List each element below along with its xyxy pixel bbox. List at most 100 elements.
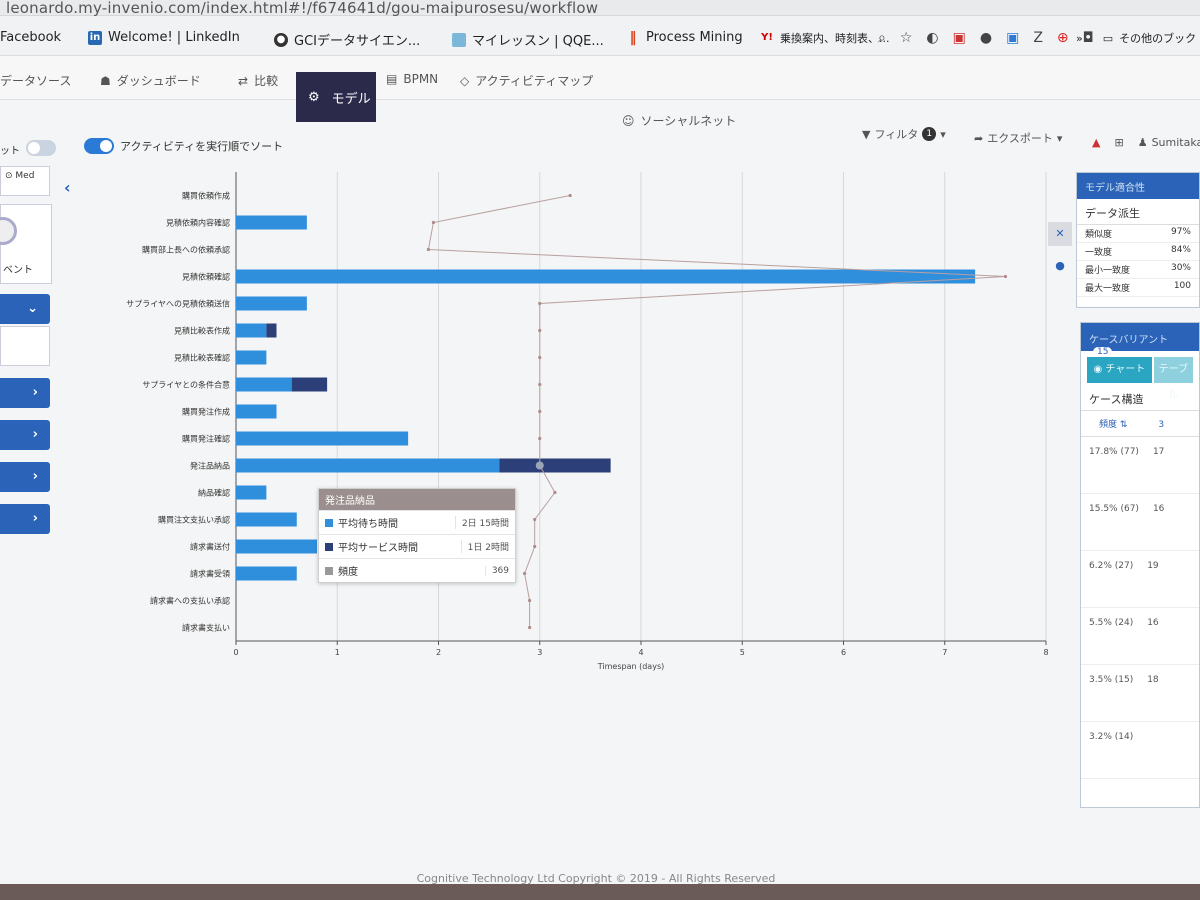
grid-icon: ⊞ (1114, 136, 1124, 149)
nav-social[interactable]: ☺ ソーシャルネット (622, 112, 736, 129)
variant-frequency: 15.5% (67) (1089, 504, 1139, 514)
variant-other: 19 (1147, 561, 1159, 571)
col-other[interactable]: 3 (1158, 420, 1165, 430)
extension-icon[interactable]: ▣ (1006, 30, 1020, 46)
case-variant-row[interactable]: 5.5% (24) 16 (1081, 608, 1199, 665)
metric-value: 84% (1170, 245, 1191, 255)
bookmark-gci[interactable]: ● GCIデータサイエン... (274, 30, 420, 49)
bar-segment (236, 323, 267, 338)
bookmark-transit[interactable]: Y! 乗換案内、時刻表、... (760, 30, 889, 46)
nav-dashboard[interactable]: ☗ ダッシュボード (100, 72, 201, 89)
x-tick-label: 0 (233, 648, 238, 657)
bookmark-lessons[interactable]: マイレッスン | QQE... (452, 30, 604, 49)
user-menu[interactable]: ▲ ⊞ ♟ Sumitaka (1092, 136, 1200, 149)
case-variant-row[interactable]: 17.8% (77) 17 (1081, 437, 1199, 494)
model-fit-row: 類似度 97% (1077, 225, 1199, 243)
tab-label: チャート (1105, 364, 1146, 375)
export-label: エクスポート (987, 132, 1053, 145)
panel-button[interactable]: › (0, 378, 50, 408)
search-icon[interactable]: ⌕ (878, 30, 886, 46)
x-tick-label: 2 (436, 648, 441, 657)
nav-model[interactable]: ⚙ モデル (296, 72, 376, 122)
chart-icon: ◉ (1093, 364, 1106, 375)
case-variant-row[interactable]: 3.5% (15) 18 (1081, 665, 1199, 722)
user-icon: ♟ (1137, 136, 1148, 149)
filter-button[interactable]: ▼ フィルタ 1 ▾ (862, 126, 946, 142)
bar-segment (236, 458, 500, 473)
extension-icons: ⌕ ☆ ◐ ▣ ● ▣ Z ⊕ ◘ (878, 30, 1094, 46)
y-category-label: 購買発注確認 (182, 434, 230, 444)
left-toggle-label: ット (0, 146, 20, 157)
pinterest-icon[interactable]: ⊕ (1056, 30, 1069, 46)
panel-button[interactable]: › (0, 504, 50, 534)
panel-button[interactable]: › (0, 462, 50, 492)
frequency-point (538, 328, 542, 333)
y-category-label: 購買部上長への依頼承認 (142, 245, 230, 255)
half-moon-icon[interactable]: ◐ (926, 30, 939, 46)
y-category-label: 購買発注作成 (182, 407, 230, 417)
export-button[interactable]: ➦ エクスポート ▾ (974, 130, 1062, 146)
other-bookmarks[interactable]: » ▭ その他のブック (1076, 30, 1196, 46)
y-category-label: 請求書受領 (190, 569, 230, 579)
left-sidebar: ット ⊙ Med ベント ⌄ › › › › (0, 130, 56, 550)
nav-bpmn[interactable]: ▤ BPMN (386, 72, 438, 86)
left-toggle-switch[interactable] (26, 140, 56, 156)
bar-segment (236, 485, 267, 500)
footer: Cognitive Technology Ltd Copyright © 201… (0, 872, 1200, 885)
bookmark-icon (452, 32, 466, 47)
panel-button[interactable]: › (0, 420, 50, 450)
extension-icon[interactable]: ▣ (952, 30, 966, 46)
social-icon: ☺ (622, 113, 635, 128)
chart-tooltip: 発注品納品 平均待ち時間 2日 15時間 平均サービス時間 1日 2時間 頻度 … (318, 488, 516, 583)
filter-count-badge: 1 (922, 127, 937, 141)
url-text[interactable]: leonardo.my-invenio.com/index.html#!/f67… (6, 0, 599, 17)
frequency-point (538, 409, 542, 414)
model-fit-row: 一致度 84% (1077, 243, 1199, 261)
linkedin-icon: in (88, 30, 102, 45)
variant-frequency: 5.5% (24) (1089, 618, 1134, 628)
model-fit-title: モデル適合性 (1077, 173, 1199, 199)
eye-icon[interactable]: ● (1055, 259, 1065, 272)
expand-panel-button[interactable]: ⌄ (0, 294, 50, 324)
tab-chart[interactable]: ◉ チャート (1087, 357, 1152, 383)
user-label: Sumitaka (1151, 136, 1200, 149)
sort-icon[interactable]: ⇅ (1119, 420, 1128, 430)
window-icon[interactable]: ◘ (1082, 30, 1094, 46)
tab-table[interactable]: テーブル (1153, 357, 1193, 401)
y-category-label: 見積比較表確認 (174, 353, 230, 363)
collapse-sidebar-icon[interactable]: ‹ (64, 178, 71, 197)
legend-swatch (325, 518, 333, 527)
median-select[interactable]: ⊙ Med (0, 166, 50, 196)
z-icon[interactable]: Z (1033, 30, 1043, 46)
shuffle-icon[interactable]: ✕ (1048, 222, 1072, 246)
variant-frequency: 3.2% (14) (1089, 732, 1134, 742)
browser-url-bar[interactable]: leonardo.my-invenio.com/index.html#!/f67… (0, 0, 1200, 17)
nav-label: ソーシャルネット (640, 114, 737, 128)
case-variant-row[interactable]: 3.2% (14) (1081, 722, 1199, 779)
star-icon[interactable]: ☆ (899, 30, 913, 46)
nav-label: モデル (331, 91, 371, 107)
nav-compare[interactable]: ⇄ 比較 (238, 72, 278, 89)
sort-toggle[interactable]: アクティビティを実行順でソート (84, 138, 283, 154)
metric-label: 最大一致度 (1085, 284, 1131, 294)
col-frequency[interactable]: 頻度 (1099, 420, 1118, 430)
y-category-label: 見積比較表作成 (174, 326, 230, 336)
event-card[interactable]: ベント (0, 204, 52, 284)
bar-segment (499, 458, 611, 473)
bookmark-facebook[interactable]: Facebook (0, 30, 61, 45)
bookmark-process-mining[interactable]: ‖ Process Mining (626, 30, 743, 45)
nav-label: データソース (0, 74, 72, 88)
bpmn-icon: ▤ (386, 72, 398, 86)
case-variants-column-header[interactable]: 頻度 ⇅ 3 (1081, 411, 1199, 437)
case-variants-panel: ケースバリアント 15 ◉ チャート テーブル ケース構造 頻度 ⇅ 3 17.… (1080, 322, 1200, 808)
frequency-point (426, 247, 430, 252)
bookmark-linkedin[interactable]: in Welcome! | LinkedIn (88, 30, 240, 45)
case-variant-row[interactable]: 15.5% (67) 16 (1081, 494, 1199, 551)
circle-icon[interactable]: ● (979, 30, 993, 46)
case-variant-row[interactable]: 6.2% (27) 19 (1081, 551, 1199, 608)
nav-datasource[interactable]: データソース (0, 72, 71, 89)
median-label: Med (15, 171, 35, 181)
sort-toggle-switch[interactable] (84, 138, 114, 154)
variant-other: 16 (1147, 618, 1159, 628)
nav-activity-map[interactable]: ◇ アクティビティマップ (460, 72, 593, 89)
